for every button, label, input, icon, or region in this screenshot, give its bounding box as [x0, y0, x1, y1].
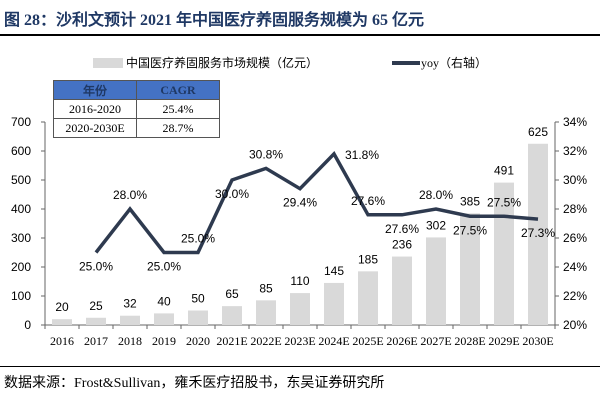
x-tick-label: 2021E: [216, 334, 247, 348]
source-rule: [0, 366, 600, 367]
bar-label: 302: [426, 218, 446, 232]
bar-label: 491: [494, 164, 514, 178]
x-tick-label: 2026E: [386, 334, 417, 348]
left-tick-label: 500: [11, 173, 31, 187]
chart: 0 100 200 300 400 500 600 700 20% 22% 24% 26% 28% 30%…: [11, 55, 587, 348]
bar: [154, 313, 174, 325]
right-tick-label: 22%: [563, 289, 587, 303]
x-tick-label: 2029E: [488, 334, 519, 348]
bar-label: 236: [392, 238, 412, 252]
x-tick-label: 2017: [84, 334, 108, 348]
bar: [52, 319, 72, 325]
right-tick-label: 32%: [563, 144, 587, 158]
x-tick-label: 2023E: [284, 334, 315, 348]
left-tick-label: 200: [11, 260, 31, 274]
cagr-table: 年份 CAGR 2016-2020 25.4% 2020-2030E 28.7%: [53, 80, 220, 138]
bar: [324, 282, 344, 325]
bar-label: 85: [259, 281, 273, 295]
line-label: 31.8%: [345, 148, 379, 162]
table-header: CAGR: [136, 80, 220, 100]
bar-label: 40: [157, 294, 171, 308]
figure-title: 图 28：沙利文预计 2021 年中国医疗养固服务规模为 65 亿元: [4, 12, 425, 29]
x-tick-label: 2020: [186, 334, 210, 348]
legend-bar-label: 中国医疗养固服务市场规模（亿元）: [126, 55, 318, 70]
bar: [188, 310, 208, 325]
bar: [222, 306, 242, 325]
legend-line-label: yoy（右轴）: [421, 55, 487, 70]
line-label: 27.5%: [487, 195, 521, 209]
bar-label: 385: [460, 194, 480, 208]
line-label: 27.5%: [453, 223, 487, 237]
bar: [256, 300, 276, 325]
yoy-line: [94, 151, 539, 255]
right-tick-label: 28%: [563, 202, 587, 216]
line-label: 30.0%: [215, 187, 249, 201]
line-label: 27.6%: [351, 194, 385, 208]
line-label: 27.6%: [385, 222, 419, 236]
bar: [528, 143, 548, 325]
title-rule: [0, 34, 600, 36]
line-label: 27.3%: [521, 226, 555, 240]
x-tick-label: 2019: [152, 334, 176, 348]
x-tick-label: 2030E: [522, 334, 553, 348]
bar: [460, 213, 480, 325]
line-label: 30.8%: [249, 147, 283, 161]
table-header: 年份: [53, 80, 137, 100]
line-label: 25.0%: [147, 260, 181, 274]
x-tick-label: 2025E: [352, 334, 383, 348]
left-tick-label: 300: [11, 231, 31, 245]
right-tick-label: 20%: [563, 318, 587, 332]
bar-label: 185: [358, 252, 378, 266]
right-tick-label: 24%: [563, 260, 587, 274]
bar: [120, 315, 140, 325]
line-label: 29.4%: [283, 196, 317, 210]
bar-label: 145: [324, 264, 344, 278]
x-tick-label: 2028E: [454, 334, 485, 348]
bar-label: 110: [290, 274, 309, 288]
bar-label: 25: [89, 299, 103, 313]
source-note: 数据来源：Frost&Sullivan，雍禾医疗招股书，东吴证券研究所: [4, 376, 385, 391]
line-label: 25.0%: [79, 260, 113, 274]
bar: [426, 237, 446, 325]
left-tick-label: 0: [24, 318, 31, 332]
right-tick-label: 34%: [563, 115, 587, 129]
bar: [358, 271, 378, 325]
right-tick-label: 30%: [563, 173, 587, 187]
x-tick-label: 2016: [50, 334, 74, 348]
bar-label: 32: [123, 297, 137, 311]
legend-bar-swatch: [93, 58, 123, 68]
x-tick-label: 2024E: [318, 334, 349, 348]
bar: [290, 293, 310, 325]
line-label: 25.0%: [181, 232, 215, 246]
left-tick-label: 100: [11, 289, 31, 303]
bar-label: 20: [55, 300, 69, 314]
table-cell: 28.7%: [136, 118, 220, 138]
line-label: 28.0%: [113, 188, 147, 202]
bar-label: 50: [191, 292, 205, 306]
x-tick-label: 2018: [118, 334, 142, 348]
table-cell: 2016-2020: [53, 99, 137, 119]
left-tick-label: 600: [11, 144, 31, 158]
left-tick-label: 400: [11, 202, 31, 216]
bar-label: 625: [528, 125, 548, 139]
left-tick-label: 700: [11, 115, 31, 129]
x-tick-label: 2022E: [250, 334, 281, 348]
table-cell: 2020-2030E: [53, 118, 137, 138]
bar: [86, 317, 106, 325]
bar: [392, 256, 412, 325]
bar-label: 65: [225, 287, 239, 301]
table-cell: 25.4%: [136, 99, 220, 119]
x-tick-label: 2027E: [420, 334, 451, 348]
right-tick-label: 26%: [563, 231, 587, 245]
line-label: 28.0%: [419, 188, 453, 202]
